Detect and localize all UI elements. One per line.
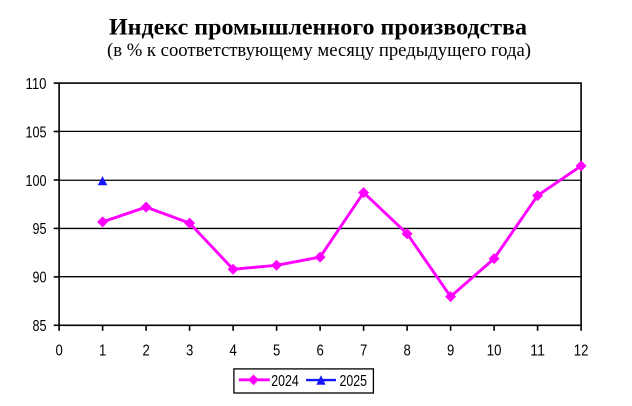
svg-text:95: 95 [33,221,47,238]
svg-text:3: 3 [186,342,193,359]
svg-text:Индекс промышленного производс: Индекс промышленного производства [109,15,528,40]
svg-text:7: 7 [360,342,367,359]
svg-text:4: 4 [229,342,236,359]
svg-text:1: 1 [99,342,106,359]
svg-text:11: 11 [530,342,545,359]
svg-text:9: 9 [447,342,454,359]
svg-text:85: 85 [33,318,47,335]
svg-text:100: 100 [26,173,47,190]
svg-text:10: 10 [487,342,502,359]
svg-text:2: 2 [142,342,149,359]
svg-text:(в % к соответствующему месяцу: (в % к соответствующему месяцу предыдуще… [107,41,531,61]
svg-text:105: 105 [26,124,47,141]
svg-text:5: 5 [273,342,280,359]
svg-text:110: 110 [26,76,47,93]
svg-text:90: 90 [33,270,47,287]
svg-text:2025: 2025 [340,373,368,390]
svg-text:12: 12 [574,342,589,359]
svg-text:2024: 2024 [271,373,299,390]
svg-text:6: 6 [316,342,323,359]
svg-text:8: 8 [403,342,410,359]
svg-text:0: 0 [55,342,62,359]
